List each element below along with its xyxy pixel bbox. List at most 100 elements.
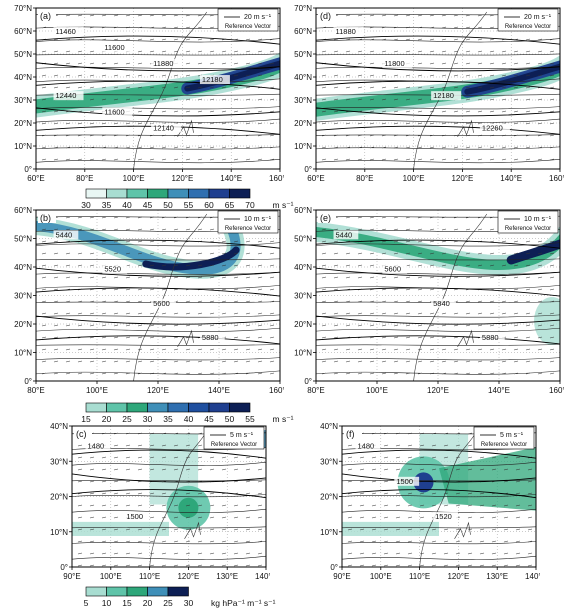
colorbar-tick-label: 20 xyxy=(102,414,112,424)
wind-vector xyxy=(137,122,143,125)
height-contour xyxy=(316,287,560,297)
colorbar-swatch xyxy=(147,586,169,597)
wind-vector xyxy=(501,276,507,279)
wind-vector xyxy=(345,300,351,303)
wind-vector xyxy=(149,372,155,375)
colorbar-tick-label: 10 xyxy=(102,598,112,608)
wind-vector xyxy=(209,468,215,471)
wind-vector xyxy=(197,504,203,507)
wind-vector xyxy=(467,504,473,507)
wind-vector xyxy=(429,336,435,339)
coastline xyxy=(454,521,471,539)
wind-vector xyxy=(173,86,179,89)
wind-vector xyxy=(257,552,263,555)
wind-vector xyxy=(369,86,375,89)
contour-label: 12260 xyxy=(482,123,503,132)
colorbar-tick-label: 55 xyxy=(245,414,255,424)
wind-vector xyxy=(113,540,119,543)
wind-vector xyxy=(441,50,447,53)
wind-vector xyxy=(537,158,543,161)
wind-vector xyxy=(503,540,509,543)
streamline xyxy=(36,271,280,275)
wind-vector xyxy=(477,74,483,77)
wind-vector xyxy=(257,336,263,339)
wind-vector xyxy=(137,444,143,447)
wind-vector xyxy=(431,444,437,447)
wind-vector xyxy=(233,504,239,507)
wind-vector xyxy=(53,110,59,113)
wind-vector xyxy=(245,98,251,101)
wind-vector xyxy=(489,14,495,17)
wind-vector xyxy=(77,348,83,351)
wind-vector xyxy=(233,62,239,65)
wind-vector xyxy=(513,252,519,255)
wind-vector xyxy=(393,216,399,219)
wind-vector xyxy=(77,50,83,53)
wind-vector xyxy=(527,540,533,543)
wind-vector xyxy=(269,360,275,363)
wind-vector xyxy=(53,312,59,315)
contour-label: 5600 xyxy=(153,299,170,308)
wind-vector xyxy=(161,324,167,327)
lon-tick-label: 160°E xyxy=(269,174,284,183)
wind-vector xyxy=(393,74,399,77)
wind-vector xyxy=(185,492,191,495)
wind-vector xyxy=(357,372,363,375)
wind-vector xyxy=(417,264,423,267)
wind-vector xyxy=(257,372,263,375)
wind-vector xyxy=(491,564,497,567)
contour-label-bg xyxy=(53,26,84,36)
wind-vector xyxy=(489,110,495,113)
wind-vector xyxy=(209,134,215,137)
wind-vector xyxy=(477,50,483,53)
streamline xyxy=(316,66,560,69)
height-contour xyxy=(316,125,560,135)
wind-vector xyxy=(149,564,155,567)
wind-vector xyxy=(65,74,71,77)
wind-vector xyxy=(53,348,59,351)
wind-vector xyxy=(357,324,363,327)
wind-vector xyxy=(173,540,179,543)
wind-vector xyxy=(369,62,375,65)
wind-vector xyxy=(489,216,495,219)
streamline xyxy=(316,357,560,361)
wind-vector xyxy=(345,324,351,327)
wind-vector xyxy=(537,324,543,327)
lon-tick-label: 160°E xyxy=(549,174,564,183)
wind-vector xyxy=(321,276,327,279)
wind-vector xyxy=(429,360,435,363)
lat-tick-label: 10°N xyxy=(14,142,32,151)
wind-vector xyxy=(537,348,543,351)
wind-vector xyxy=(477,98,483,101)
wind-vector xyxy=(381,348,387,351)
wind-vector xyxy=(465,276,471,279)
wind-vector xyxy=(125,348,131,351)
wind-vector xyxy=(257,312,263,315)
wind-vector xyxy=(525,50,531,53)
wind-vector xyxy=(161,98,167,101)
wind-vector xyxy=(77,86,83,89)
height-contour xyxy=(316,62,560,72)
streamline xyxy=(36,106,280,110)
wind-vector xyxy=(525,300,531,303)
wind-vector xyxy=(549,110,555,113)
wind-vector xyxy=(125,134,131,137)
wind-vector xyxy=(477,26,483,29)
wind-vector xyxy=(233,110,239,113)
wind-vector xyxy=(537,146,543,149)
wind-vector xyxy=(185,50,191,53)
wind-vector xyxy=(453,336,459,339)
wind-vector xyxy=(441,134,447,137)
wind-vector xyxy=(257,468,263,471)
wind-vector xyxy=(113,158,119,161)
wind-vector xyxy=(269,98,275,101)
reference-vector-value: 20 m s⁻¹ xyxy=(244,14,272,21)
wind-vector xyxy=(149,528,155,531)
wind-vector xyxy=(549,122,555,125)
lat-tick-label: 20°N xyxy=(50,493,68,502)
wind-vector xyxy=(347,540,353,543)
wind-vector xyxy=(101,158,107,161)
lat-tick-label: 10°N xyxy=(294,349,312,358)
wind-vector xyxy=(125,540,131,543)
wind-vector xyxy=(537,122,543,125)
